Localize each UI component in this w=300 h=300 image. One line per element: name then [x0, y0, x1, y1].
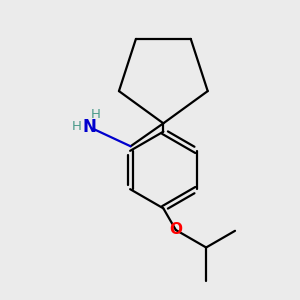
- Text: N: N: [82, 118, 96, 136]
- Text: O: O: [169, 223, 182, 238]
- Text: H: H: [91, 108, 101, 121]
- Text: H: H: [72, 120, 82, 133]
